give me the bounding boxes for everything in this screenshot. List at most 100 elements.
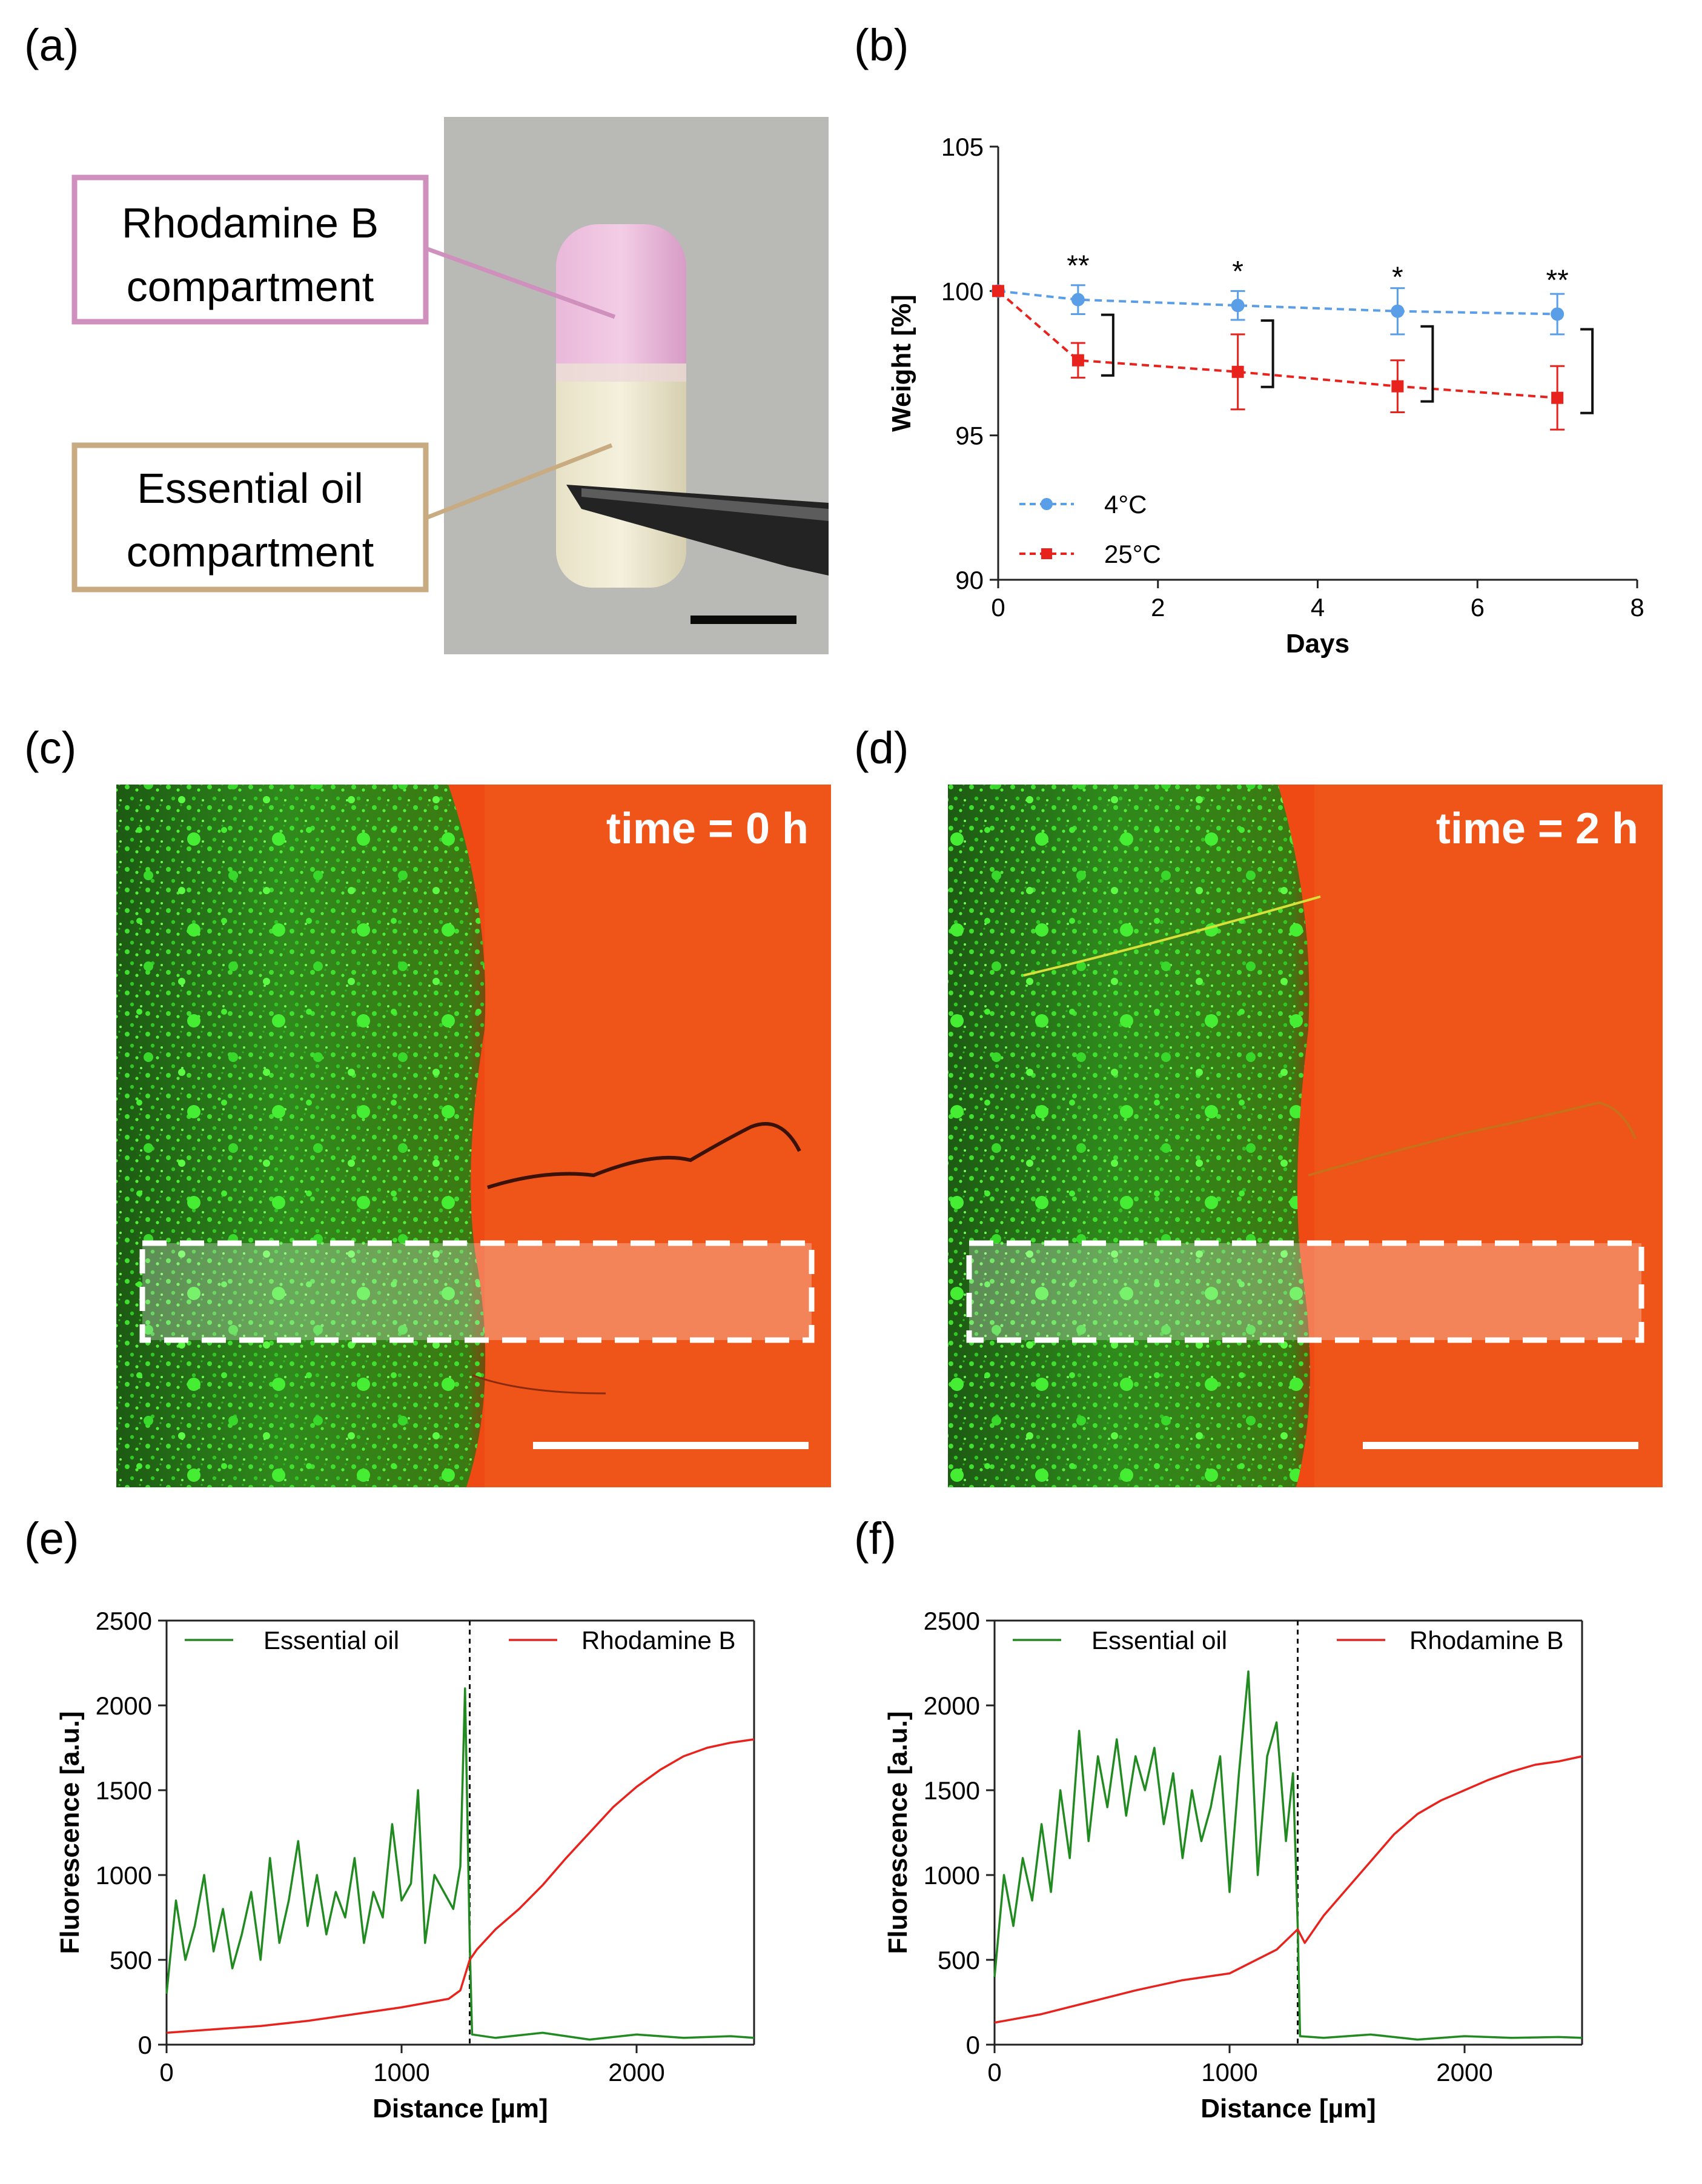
essential-oil-line (993, 1670, 1583, 2041)
data-point-4c (1551, 307, 1565, 321)
x-tick-label: 2000 (608, 2058, 664, 2086)
significance-label: ** (1546, 264, 1568, 296)
annotation-rhodamine-line1: Rhodamine B (122, 199, 379, 247)
panel-e: (e) 0 500 1000 1500 2000 2500 0 1000 2000 Distanc… (24, 1513, 755, 2123)
panel-d-label: (d) (854, 723, 909, 773)
y-tick-label: 2000 (924, 1691, 980, 1720)
y-tick-label: 1500 (924, 1776, 980, 1805)
time-label-d: time = 2 h (1436, 805, 1638, 853)
x-axis-title: Distance [µm] (1200, 2094, 1376, 2123)
panel-a-label: (a) (24, 20, 79, 70)
series-line-4c (998, 290, 1558, 316)
y-tick-label: 500 (938, 1946, 980, 1974)
roi-box-d (966, 1240, 1644, 1343)
x-axis-title: Days (1286, 629, 1349, 659)
y-axis-title: Weight [%] (887, 294, 916, 432)
rhodamine-line (994, 1755, 1583, 2024)
y-tick-label: 2500 (924, 1607, 980, 1635)
data-point-25c (1551, 391, 1564, 404)
data-point-4c (1391, 304, 1405, 318)
panel-a: (a) Rhodamine B compartment Essential oi… (24, 20, 829, 654)
series-line-25c (997, 290, 1558, 399)
fiber-d (1023, 895, 1321, 977)
x-tick-label: 1000 (1201, 2058, 1257, 2086)
y-tick-label: 95 (955, 422, 984, 450)
fluorescence-chart-e: 0 500 1000 1500 2000 2500 0 1000 2000 Distance [µ… (55, 1607, 755, 2123)
data-point-4c (1071, 293, 1085, 307)
fluorescence-chart-f: 0 500 1000 1500 2000 2500 0 1000 2000 Distance [µ… (883, 1607, 1583, 2123)
time-label-c: time = 0 h (606, 805, 809, 853)
y-tick-label: 90 (955, 566, 984, 594)
scale-bar-a (690, 616, 796, 624)
essential-oil-line (165, 1687, 755, 2041)
annotation-box-oil (71, 442, 429, 592)
panel-b-label: (b) (854, 20, 909, 70)
annotation-oil-line2: compartment (127, 528, 374, 576)
scale-bar-c (533, 1442, 809, 1449)
legend-marker (1041, 498, 1053, 510)
micrograph-d: time = 2 h (948, 785, 1663, 1487)
legend-label: 4°C (1104, 490, 1147, 519)
significance-bracket (1580, 328, 1594, 414)
rhodamine-line (166, 1738, 755, 2034)
y-tick-label: 2500 (96, 1607, 152, 1635)
x-tick-label: 0 (991, 593, 1005, 622)
y-tick-label: 0 (138, 2031, 152, 2059)
x-tick-label: 1000 (373, 2058, 429, 2086)
y-tick-label: 1000 (96, 1861, 152, 1890)
x-tick-label: 2000 (1436, 2058, 1492, 2086)
leader-line-rhodamine (425, 246, 616, 319)
panel-f-label: (f) (854, 1513, 896, 1564)
y-tick-label: 100 (941, 277, 984, 305)
significance-label: * (1232, 256, 1243, 288)
y-tick-label: 1500 (96, 1776, 152, 1805)
panel-f: (f) 0 500 1000 1500 2000 2500 0 1000 2000 Distanc… (854, 1513, 1583, 2123)
y-tick-label: 500 (110, 1946, 152, 1974)
significance-bracket (1101, 313, 1114, 377)
annotation-oil-line1: Essential oil (137, 465, 363, 512)
significance-bracket (1260, 319, 1274, 388)
x-tick-label: 6 (1471, 593, 1485, 622)
annotation-rhodamine-line2: compartment (127, 263, 374, 310)
y-tick-label: 2000 (96, 1691, 152, 1720)
panel-c: (c) time = 0 h (24, 723, 831, 1487)
scale-bar-d (1363, 1442, 1638, 1449)
x-axis-title: Distance [µm] (373, 2094, 548, 2123)
y-tick-label: 1000 (924, 1861, 980, 1890)
significance-bracket (1420, 325, 1434, 403)
capsule-photo (444, 117, 829, 654)
legend-label-rhodamine: Rhodamine B (581, 1626, 735, 1655)
data-point-25c (992, 285, 1004, 297)
data-point-25c (1071, 354, 1084, 367)
leader-line-oil (425, 443, 613, 520)
y-axis-title: Fluorescence [a.u.] (55, 1711, 85, 1954)
y-tick-label: 105 (941, 133, 984, 161)
legend-label-rhodamine: Rhodamine B (1409, 1626, 1563, 1655)
data-point-25c (1391, 380, 1404, 393)
significance-label: * (1392, 262, 1403, 294)
legend-marker (1041, 548, 1052, 559)
y-axis-title: Fluorescence [a.u.] (883, 1711, 913, 1954)
legend-label-oil: Essential oil (1091, 1626, 1227, 1655)
data-point-4c (1231, 299, 1245, 313)
x-tick-label: 0 (987, 2058, 1001, 2086)
fiber-c (487, 1122, 801, 1189)
roi-box-c (139, 1240, 815, 1343)
legend-label: 25°C (1104, 540, 1161, 568)
x-tick-label: 0 (159, 2058, 173, 2086)
legend-label-oil: Essential oil (263, 1626, 399, 1655)
panel-d: (d) time = 2 h (854, 723, 1663, 1487)
significance-label: ** (1067, 250, 1089, 282)
panel-e-label: (e) (24, 1513, 79, 1564)
x-tick-label: 4 (1311, 593, 1325, 622)
data-point-25c (1231, 365, 1244, 378)
y-tick-label: 0 (966, 2031, 980, 2059)
annotation-box-rhodamine (71, 174, 429, 325)
x-tick-label: 2 (1151, 593, 1165, 622)
panel-c-label: (c) (24, 723, 76, 773)
x-tick-label: 8 (1630, 593, 1644, 622)
micrograph-c: time = 0 h (116, 785, 831, 1487)
